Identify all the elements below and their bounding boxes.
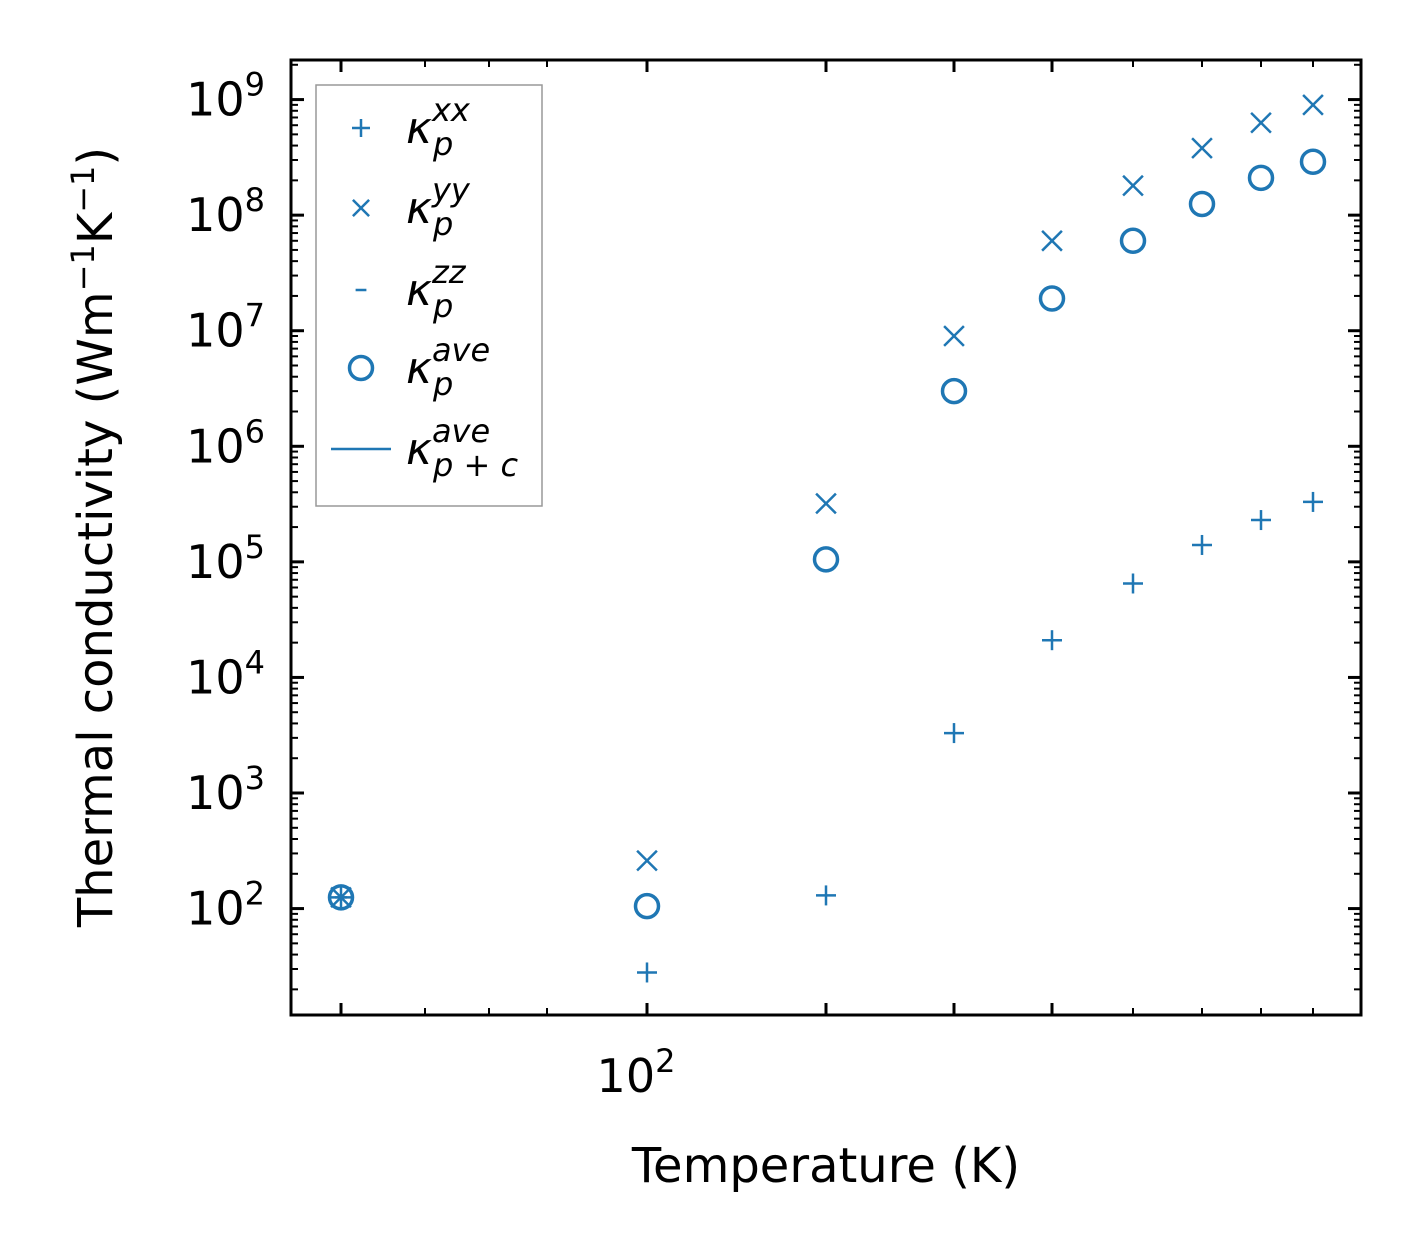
legend-label-sub: p <box>432 287 453 325</box>
data-point-x <box>815 492 837 515</box>
legend-label-sub: p <box>432 365 453 403</box>
y-tick-label: 103 <box>186 759 265 820</box>
y-tick-label: 109 <box>186 66 265 127</box>
y-tick-labels: 102 103 104 105 106 107 108 109 <box>186 66 265 936</box>
data-point-plus <box>1251 510 1271 531</box>
legend-label-sub: p <box>432 125 453 163</box>
data-point-x <box>943 325 965 347</box>
y-tick-label: 106 <box>186 412 265 473</box>
legend-label: κave <box>406 412 490 475</box>
data-point-x <box>636 849 658 872</box>
y-axis-label-main: Thermal conductivity (Wm <box>68 291 124 928</box>
data-point-circle <box>1247 164 1275 192</box>
y-axis-label-exp1: −1 <box>64 244 102 291</box>
data-point-circle <box>633 892 661 920</box>
data-point-circle <box>1038 285 1066 312</box>
data-point-plus <box>1192 534 1212 555</box>
legend-marker-circle <box>347 354 375 382</box>
y-axis-label: Thermal conductivity (Wm−1K−1) <box>64 147 124 928</box>
legend-label-sub: p <box>432 205 453 243</box>
data-point-x <box>1122 174 1144 197</box>
data-point-plus <box>944 723 964 744</box>
data-point-circle <box>1119 227 1147 255</box>
data-point-x <box>1041 230 1063 252</box>
legend-label: κyy <box>406 171 471 234</box>
data-markers <box>327 94 1327 983</box>
y-axis-label-exp2: −1 <box>64 166 102 213</box>
legend-marker-plus <box>352 119 370 137</box>
data-point-plus <box>1123 573 1143 594</box>
data-point-circle <box>940 377 968 405</box>
data-point-x <box>1250 111 1272 134</box>
data-point-circle <box>1299 148 1327 175</box>
plot-frame <box>289 58 1363 1017</box>
y-axis-label-mid: K <box>68 211 124 244</box>
major-ticks <box>291 60 1361 1015</box>
data-point-x <box>1302 94 1324 116</box>
data-point-circle <box>812 546 840 573</box>
x-tick-label: 102 <box>597 1042 676 1103</box>
data-point-plus <box>637 962 657 983</box>
x-axis-label: Temperature (K) <box>631 1138 1020 1194</box>
y-tick-label: 108 <box>186 181 265 242</box>
y-tick-label: 107 <box>186 297 265 358</box>
legend-box <box>315 84 543 507</box>
y-tick-label: 104 <box>186 643 265 704</box>
y-tick-label: 105 <box>186 528 265 589</box>
y-tick-label: 102 <box>186 875 265 936</box>
data-point-plus <box>816 885 836 906</box>
legend-label-sub: p + c <box>432 446 518 484</box>
data-point-plus <box>1303 491 1323 512</box>
y-axis-label-end: ) <box>68 147 124 166</box>
data-point-x <box>1191 137 1213 159</box>
legend-label: κave <box>406 331 490 394</box>
legend-marker-x <box>352 199 370 217</box>
legend-label: κxx <box>406 91 471 154</box>
data-point-circle <box>1188 190 1216 218</box>
data-point-circle <box>327 884 355 911</box>
legend-label: κzz <box>406 253 467 316</box>
data-point-plus <box>1042 630 1062 651</box>
x-tick-labels: 102 <box>597 1042 676 1103</box>
